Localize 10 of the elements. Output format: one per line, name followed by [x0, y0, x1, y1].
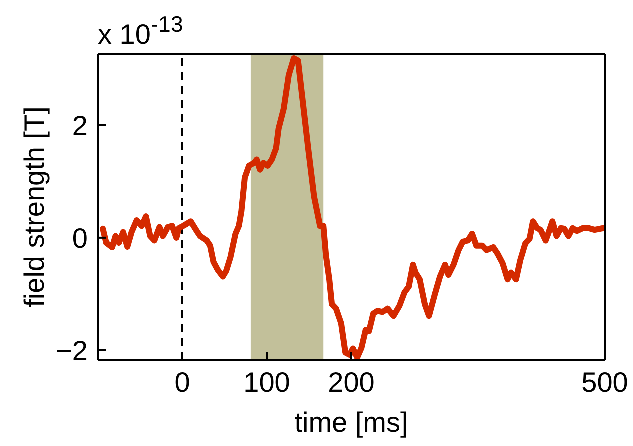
x-axis-title: time [ms] [294, 407, 408, 438]
x-tick-label: 200 [328, 366, 375, 398]
y-tick-label: 0 [72, 222, 88, 254]
text: x 10$^{-13}$ [98, 12, 184, 50]
y-tick-label: 2 [72, 110, 88, 142]
x-tick-label: 100 [244, 366, 290, 398]
x-tick-label: 0 [174, 366, 190, 398]
x-tick-label: 500 [582, 366, 628, 398]
y-tick-label: −2 [56, 335, 88, 366]
y-axis-title: field strength [T] [18, 106, 50, 308]
